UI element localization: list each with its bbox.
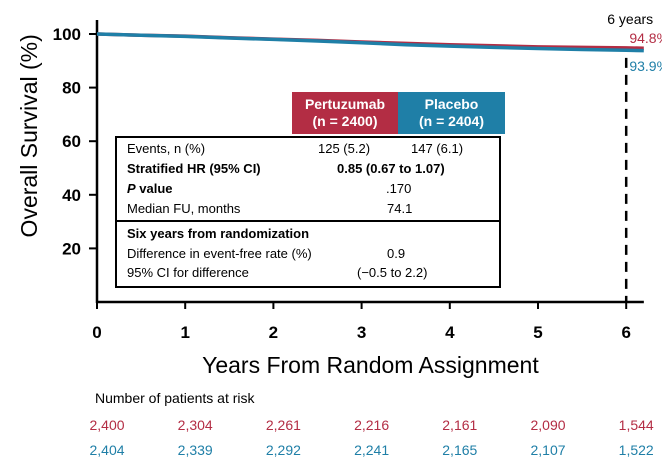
risk-pertuzumab-cell: 2,304 (177, 417, 213, 433)
x-tick-label: 0 (92, 323, 101, 342)
legend-pertuzumab-name: Pertuzumab (304, 96, 386, 112)
fu-label: Median FU, months (127, 201, 241, 216)
risk-placebo-cell: 1,522 (618, 442, 654, 458)
x-tick-label: 1 (180, 323, 189, 342)
p-value: .170 (386, 181, 412, 196)
risk-placebo-cell: 2,165 (442, 442, 478, 458)
p-label-italic: P (127, 181, 136, 196)
risk-pertuzumab-cell: 2,400 (89, 417, 125, 433)
legend-placebo: Placebo (n = 2404) (398, 92, 505, 134)
y-tick-label: 60 (62, 132, 81, 151)
risk-placebo-cell: 2,339 (177, 442, 213, 458)
pertuzumab-end-label: 94.8% (629, 30, 662, 46)
placebo-end-label: 93.9% (629, 58, 662, 74)
x-tick-label: 5 (533, 323, 542, 342)
x-axis-label: Years From Random Assignment (202, 352, 539, 378)
stats-divider (117, 220, 499, 222)
legend-placebo-n: (n = 2404) (419, 113, 484, 129)
hr-label: Stratified HR (95% CI) (127, 161, 261, 176)
risk-placebo-cell: 2,107 (530, 442, 566, 458)
legend-pertuzumab-n: (n = 2400) (312, 113, 378, 129)
x-tick-label: 6 (621, 323, 630, 342)
p-label-rest: value (135, 181, 173, 196)
diff-value: 0.9 (387, 246, 406, 261)
six-year-title: Six years from randomization (127, 226, 310, 241)
series-line-placebo (96, 32, 644, 53)
x-tick-label: 3 (357, 323, 366, 342)
risk-placebo-cell: 2,241 (354, 442, 390, 458)
ci-value: (−0.5 to 2.2) (357, 265, 428, 280)
y-axis-label: Overall Survival (%) (16, 34, 42, 237)
events-pertuzumab: 125 (5.2) (318, 141, 371, 156)
risk-pertuzumab-cell: 2,161 (442, 417, 478, 433)
fu-value: 74.1 (387, 201, 413, 216)
hr-value: 0.85 (0.67 to 1.07) (337, 161, 445, 176)
legend-pertuzumab: Pertuzumab (n = 2400) (292, 92, 398, 134)
stats-box: Events, n (%) 125 (5.2) 147 (6.1) Strati… (115, 136, 501, 288)
risk-pertuzumab-cell: 2,261 (265, 417, 301, 433)
y-tick-label: 40 (62, 186, 81, 205)
risk-pertuzumab-cell: 1,544 (618, 417, 654, 433)
risk-placebo-cell: 2,292 (265, 442, 301, 458)
y-tick-label: 20 (62, 239, 81, 258)
diff-label: Difference in event-free rate (%) (127, 246, 312, 261)
ci-label: 95% CI for difference (127, 265, 249, 280)
x-tick-label: 2 (269, 323, 278, 342)
y-tick-label: 80 (62, 79, 81, 98)
y-tick-label: 100 (53, 25, 81, 44)
risk-placebo-cell: 2,404 (89, 442, 125, 458)
legend-placebo-name: Placebo (424, 96, 479, 112)
x-tick-label: 4 (445, 323, 455, 342)
events-label: Events, n (%) (127, 141, 206, 156)
six-year-marker-label: 6 years (607, 11, 653, 27)
risk-table-title: Number of patients at risk (95, 390, 255, 406)
risk-pertuzumab-cell: 2,216 (354, 417, 390, 433)
p-label: P value (127, 179, 173, 199)
risk-pertuzumab-cell: 2,090 (530, 417, 566, 433)
events-placebo: 147 (6.1) (411, 141, 464, 156)
